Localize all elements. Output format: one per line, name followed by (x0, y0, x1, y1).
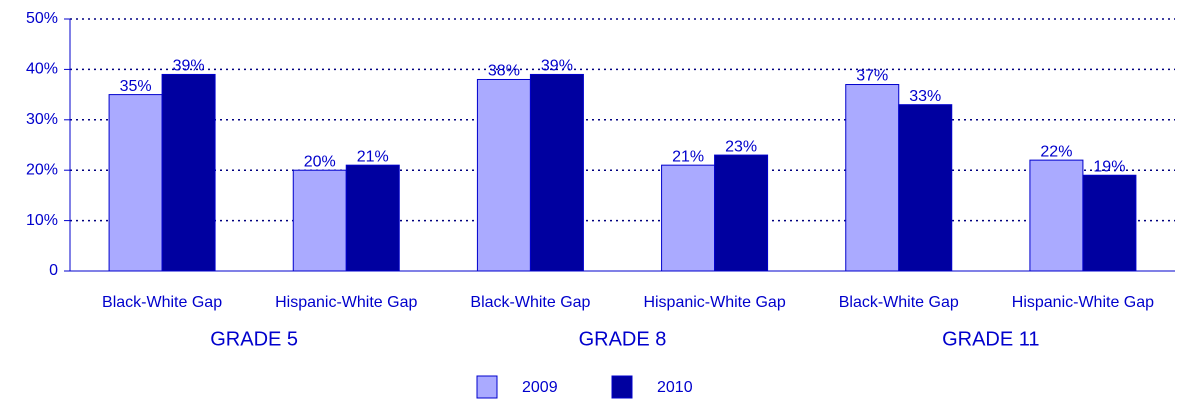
legend-swatch (611, 375, 633, 399)
bar (898, 104, 953, 272)
bar (529, 73, 584, 272)
bar (292, 169, 347, 272)
legend-label: 2009 (522, 379, 558, 396)
data-label: 38% (488, 63, 520, 80)
bar (345, 164, 400, 272)
bar (714, 154, 769, 272)
data-label: 19% (1093, 158, 1125, 175)
bar (661, 164, 716, 272)
data-label: 22% (1040, 143, 1072, 160)
y-tick-label: 0 (49, 262, 58, 279)
x-tick-label: Hispanic-White Gap (275, 294, 417, 311)
x-tick-label: Hispanic-White Gap (643, 294, 785, 311)
x-tick-label: Black-White Gap (102, 294, 222, 311)
x-tick-label: Black-White Gap (470, 294, 590, 311)
bar (108, 94, 163, 272)
data-label: 23% (725, 138, 757, 155)
data-label: 21% (357, 148, 389, 165)
bar (1029, 159, 1084, 272)
data-label: 39% (541, 58, 573, 75)
group-label: GRADE 5 (210, 328, 298, 350)
y-tick-label: 50% (26, 10, 58, 27)
bar (845, 84, 900, 272)
group-label: GRADE 11 (942, 328, 1039, 350)
legend-label: 2010 (657, 379, 693, 396)
x-tick-label: Hispanic-White Gap (1012, 294, 1154, 311)
data-label: 33% (909, 88, 941, 105)
y-tick-label: 20% (26, 161, 58, 178)
group-label: GRADE 8 (579, 328, 667, 350)
y-tick-label: 10% (26, 212, 58, 229)
data-label: 39% (173, 58, 205, 75)
y-tick-label: 30% (26, 111, 58, 128)
bar (476, 78, 531, 272)
data-label: 35% (120, 78, 152, 95)
bar (1082, 174, 1137, 272)
bar (161, 73, 216, 272)
legend-swatch (476, 375, 498, 399)
data-label: 20% (304, 153, 336, 170)
data-label: 21% (672, 148, 704, 165)
data-label: 37% (856, 68, 888, 85)
y-tick-label: 40% (26, 61, 58, 78)
x-tick-label: Black-White Gap (839, 294, 959, 311)
